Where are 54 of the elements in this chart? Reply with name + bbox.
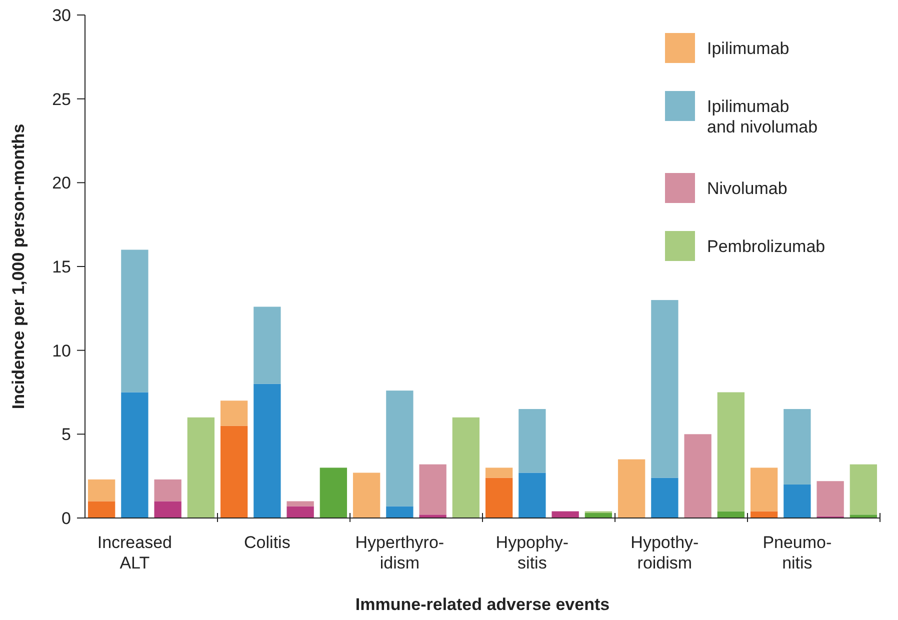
bar xyxy=(784,409,811,484)
bar xyxy=(187,417,215,518)
y-tick-label: 5 xyxy=(62,425,71,444)
bar xyxy=(419,464,446,515)
bar xyxy=(850,464,878,515)
y-tick-label: 10 xyxy=(52,341,71,360)
bar xyxy=(518,409,546,473)
bar xyxy=(717,392,745,512)
bar xyxy=(254,384,281,518)
y-axis-title: Incidence per 1,000 person-months xyxy=(9,124,28,410)
x-tick-label: Pneumo- nitis xyxy=(762,533,832,572)
bar xyxy=(220,400,248,426)
bar xyxy=(452,417,480,518)
bar xyxy=(121,392,148,518)
bar xyxy=(816,481,844,516)
legend-label: Ipilimumab and nivolumab xyxy=(707,97,818,136)
bar xyxy=(88,479,116,502)
bar xyxy=(121,250,148,392)
bar xyxy=(88,501,116,518)
x-axis-title: Immune-related adverse events xyxy=(355,595,610,614)
legend-label: Ipilimumab xyxy=(707,39,790,58)
y-tick-label: 25 xyxy=(52,90,71,109)
bar xyxy=(651,300,678,478)
bar xyxy=(684,434,712,518)
bar xyxy=(485,468,513,478)
bar xyxy=(552,511,579,518)
bar xyxy=(518,472,546,518)
bar xyxy=(286,501,314,506)
bar xyxy=(154,501,182,518)
y-tick-label: 15 xyxy=(52,257,71,276)
bar xyxy=(286,506,314,518)
bar xyxy=(154,479,182,502)
y-tick-label: 20 xyxy=(52,174,71,193)
bar xyxy=(618,459,646,518)
y-tick-label: 0 xyxy=(62,508,71,528)
bar xyxy=(254,306,281,384)
x-tick-label: Increased ALT xyxy=(97,533,172,572)
bar xyxy=(651,478,678,518)
bar xyxy=(352,472,380,518)
bar xyxy=(386,506,414,518)
y-tick-label: 30 xyxy=(52,6,71,25)
legend-label: Pembrolizumab xyxy=(707,237,826,256)
bar xyxy=(320,468,348,518)
bar xyxy=(419,514,446,518)
x-tick-label: Hypothy- roidism xyxy=(630,533,699,572)
bar xyxy=(220,426,248,518)
legend-label: Nivolumab xyxy=(707,179,788,198)
bar xyxy=(386,390,414,506)
bar xyxy=(485,478,513,518)
bar xyxy=(750,468,778,512)
bar xyxy=(784,484,811,518)
x-tick-label: Colitis xyxy=(244,533,290,552)
x-tick-label: Hypophy- sitis xyxy=(496,533,569,572)
x-tick-label: Hyperthyro- idism xyxy=(355,533,444,572)
